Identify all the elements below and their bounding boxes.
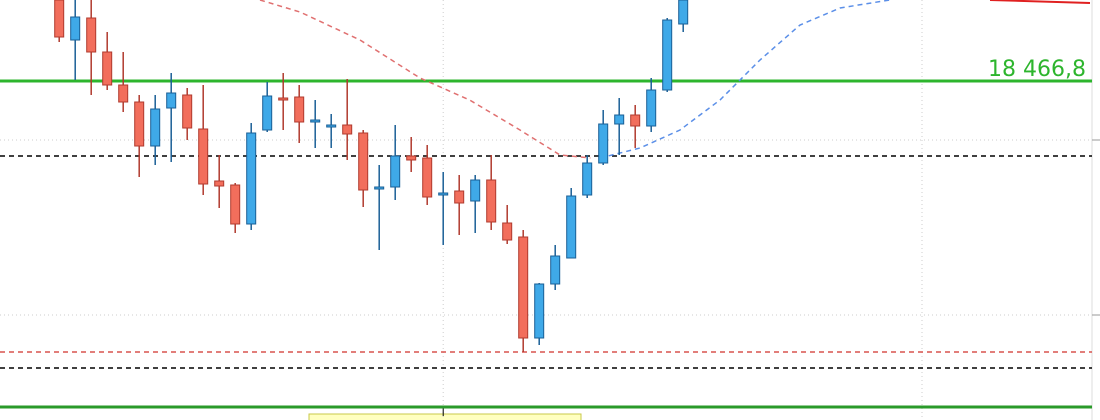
candle-body: [326, 124, 337, 128]
candle-body: [246, 132, 257, 225]
candle-body: [390, 155, 401, 188]
time-label-box: [308, 413, 582, 420]
candle-body: [166, 92, 177, 109]
candle-body: [534, 283, 545, 339]
candle-body: [150, 108, 161, 147]
candle-body: [614, 114, 625, 125]
candle-body: [422, 157, 433, 198]
candle-body: [102, 51, 113, 86]
candle-body: [70, 16, 81, 41]
candle-body: [438, 192, 449, 196]
candle-body: [358, 132, 369, 191]
candle-body: [214, 180, 225, 187]
candle-body: [374, 186, 385, 190]
candle-body: [518, 236, 529, 339]
candle-body: [310, 119, 321, 123]
candle-body: [470, 179, 481, 202]
candle-body: [630, 114, 641, 127]
candle-body: [582, 162, 593, 196]
candle-body: [646, 89, 657, 127]
candle-body: [566, 195, 577, 259]
candle-body: [678, 0, 689, 25]
candle-body: [406, 155, 417, 161]
level-label: 18 466,8: [988, 57, 1086, 82]
candle-body: [278, 97, 289, 101]
candle-body: [454, 190, 465, 204]
candle-body: [54, 0, 65, 38]
candle-body: [662, 19, 673, 91]
candle-body: [230, 184, 241, 225]
candle-body: [342, 124, 353, 135]
candle-body: [486, 179, 497, 223]
candle-body: [598, 123, 609, 164]
candle-body: [294, 96, 305, 123]
candle-body: [550, 255, 561, 285]
moving-average: [599, 0, 890, 159]
candle-body: [134, 101, 145, 147]
candle-body: [262, 95, 273, 131]
moving-average: [989, 0, 1091, 4]
candle-body: [198, 128, 209, 185]
candle-body: [502, 222, 513, 241]
candle-body: [118, 84, 129, 103]
candle-body: [86, 17, 97, 53]
candle-body: [182, 94, 193, 129]
